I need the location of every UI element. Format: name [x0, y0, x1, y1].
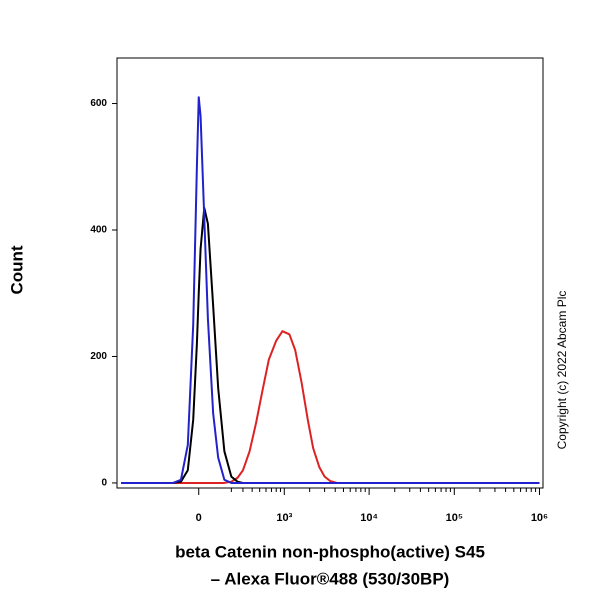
x-axis-label: – Alexa Fluor®488 (530/30BP) — [211, 569, 450, 588]
x-axis-label: beta Catenin non-phospho(active) S45 — [175, 542, 485, 561]
y-tick-label: 600 — [90, 98, 107, 109]
x-tick-label: 10³ — [276, 512, 292, 524]
y-tick-label: 0 — [101, 478, 107, 489]
x-tick-label: 10⁶ — [531, 512, 548, 524]
histogram-line — [121, 330, 540, 484]
y-axis-label: Count — [7, 245, 26, 294]
histogram-line — [121, 206, 540, 484]
plot-frame — [116, 57, 544, 489]
x-tick-label: 0 — [196, 512, 202, 524]
y-tick-label: 400 — [90, 225, 107, 236]
x-tick-label: 10⁴ — [360, 512, 378, 524]
copyright: Copyright (c) 2022 Abcam Plc — [555, 291, 569, 450]
histogram-line — [121, 96, 540, 484]
y-tick-label: 200 — [90, 351, 107, 362]
x-tick-label: 10⁵ — [446, 512, 463, 524]
